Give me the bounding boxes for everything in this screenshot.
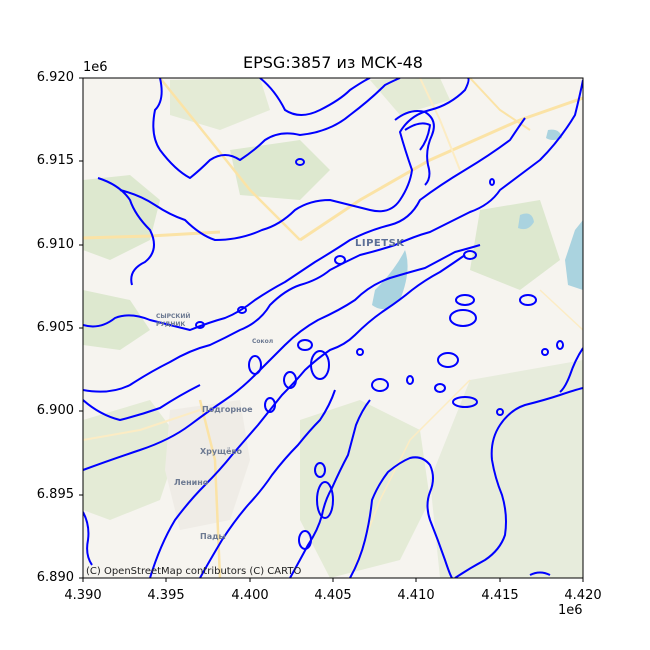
water-body xyxy=(518,213,534,230)
contour-ring xyxy=(316,481,334,519)
x-tick-label: 4.400 xyxy=(231,588,269,603)
contour-ring xyxy=(310,350,330,380)
x-tick-label: 4.395 xyxy=(147,588,185,603)
tick-marks xyxy=(79,77,584,582)
contour-ring xyxy=(406,375,414,385)
place-label-sokol: Сокол xyxy=(252,338,274,345)
water-body xyxy=(372,250,408,309)
contour-line xyxy=(149,254,466,578)
contour-ring xyxy=(295,158,305,166)
urban-area xyxy=(165,400,250,530)
contour-line xyxy=(119,78,470,241)
contour-ring xyxy=(556,340,564,350)
water-body xyxy=(546,129,562,140)
y-tick-label: 6.890 xyxy=(36,570,74,585)
contour-line xyxy=(259,78,371,116)
contour-line xyxy=(97,177,155,286)
place-label-syrskiy: СЫРСКИЙ РУДНИК xyxy=(156,313,191,328)
water-body xyxy=(565,220,583,290)
contour-ring xyxy=(334,255,346,265)
x-tick-label: 4.405 xyxy=(314,588,352,603)
basemap xyxy=(83,78,583,578)
y-tick-label: 6.900 xyxy=(36,403,74,418)
x-tick-label: 4.415 xyxy=(481,588,519,603)
contour-line xyxy=(83,244,481,471)
contour-ring xyxy=(248,355,262,375)
contour-ring xyxy=(541,348,549,356)
contour-line xyxy=(559,347,583,393)
road xyxy=(83,230,221,240)
contour-lines xyxy=(83,78,583,578)
contour-ring xyxy=(195,321,205,329)
contour-ring xyxy=(371,378,389,392)
place-label-pady: Пады xyxy=(200,532,226,541)
green-area xyxy=(430,360,583,578)
y-tick-label: 6.920 xyxy=(36,70,74,85)
y-tick-label: 6.895 xyxy=(36,487,74,502)
place-label-lenino: Ленино xyxy=(174,478,209,487)
contour-ring xyxy=(237,306,247,314)
contour-ring xyxy=(452,396,478,408)
contour-line xyxy=(83,511,93,566)
green-area xyxy=(83,290,150,350)
y-tick-label: 6.910 xyxy=(36,237,74,252)
contour-ring xyxy=(356,348,364,356)
contour-ring xyxy=(264,397,276,413)
contour-ring xyxy=(496,408,504,416)
contour-line xyxy=(404,122,431,151)
contour-ring xyxy=(489,178,495,186)
green-area xyxy=(170,78,270,130)
road xyxy=(419,78,461,171)
place-label-khrushchevo: Хрущёво xyxy=(200,447,242,456)
contour-ring xyxy=(455,294,475,306)
x-tick-label: 4.390 xyxy=(64,588,102,603)
x-tick-label: 4.420 xyxy=(564,588,602,603)
contour-ring xyxy=(463,250,477,260)
road xyxy=(198,399,222,578)
green-area xyxy=(370,78,450,115)
contour-ring xyxy=(283,371,297,389)
contour-ring xyxy=(449,309,477,327)
green-area xyxy=(83,400,180,520)
green-area xyxy=(230,140,330,200)
map-attribution: (C) OpenStreetMap contributors (C) CARTO xyxy=(86,566,302,577)
contour-ring xyxy=(519,294,537,306)
contour-ring xyxy=(298,530,312,550)
contour-line xyxy=(529,571,551,576)
x-axis-offset: 1e6 xyxy=(558,603,583,618)
y-axis-offset: 1e6 xyxy=(83,60,108,75)
contour-line xyxy=(394,110,435,186)
contour-line xyxy=(83,117,526,331)
y-tick-label: 6.915 xyxy=(36,153,74,168)
y-tick-label: 6.905 xyxy=(36,320,74,335)
contour-line xyxy=(83,384,201,421)
contour-line xyxy=(349,456,453,578)
road xyxy=(83,409,201,441)
place-label-podgornoe: Подгорное xyxy=(202,405,253,414)
contour-ring xyxy=(297,339,313,351)
place-label-lipetsk: LIPETSK xyxy=(355,238,405,249)
road xyxy=(469,78,531,131)
x-tick-label: 4.410 xyxy=(397,588,435,603)
road xyxy=(299,96,583,242)
contour-line xyxy=(152,78,401,179)
contour-line xyxy=(199,389,336,578)
map-title: EPSG:3857 из МСК-48 xyxy=(243,53,423,72)
green-area xyxy=(300,400,430,578)
contour-ring xyxy=(314,462,326,478)
green-area xyxy=(470,200,560,290)
contour-line xyxy=(454,387,583,578)
contour-ring xyxy=(437,352,459,368)
contour-ring xyxy=(434,383,446,393)
road xyxy=(159,78,301,241)
road xyxy=(539,289,583,331)
